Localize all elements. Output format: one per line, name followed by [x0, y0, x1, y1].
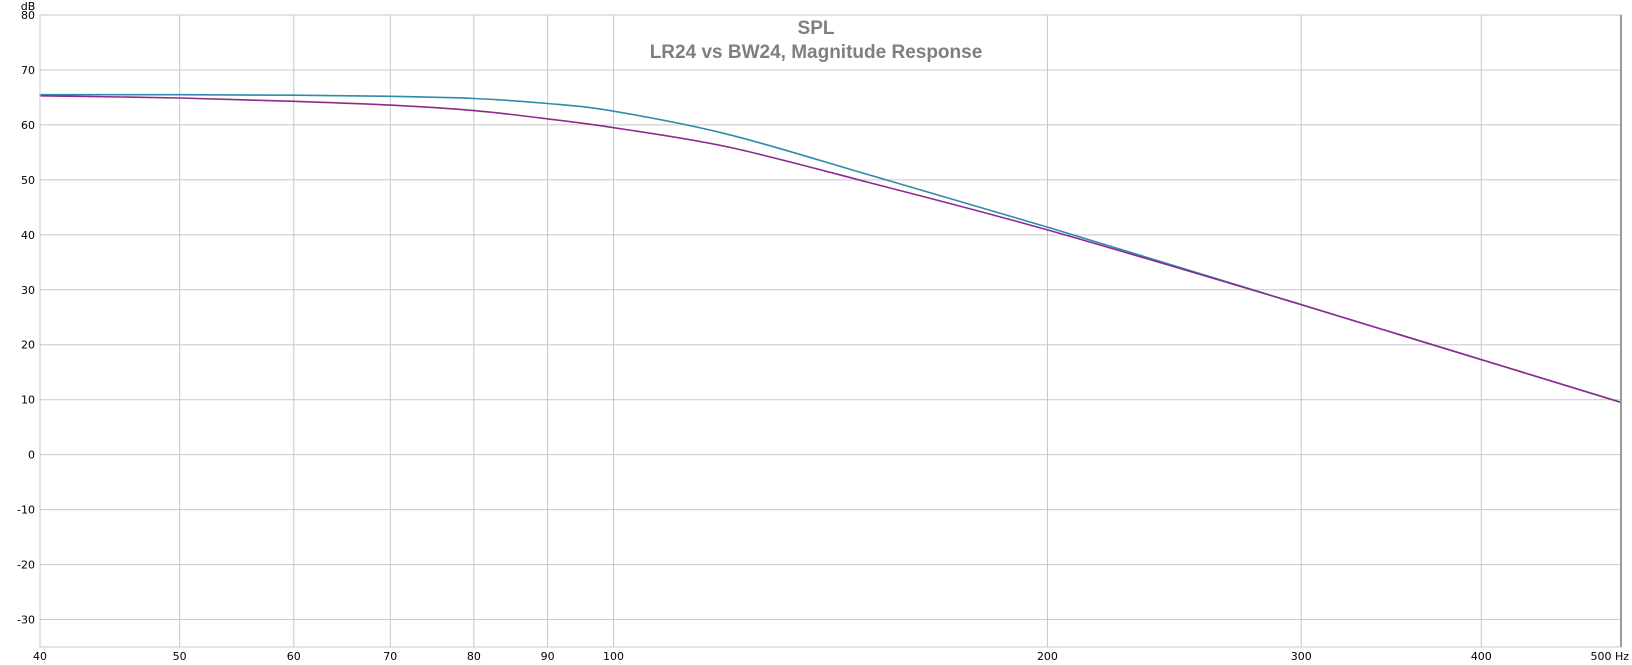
- y-tick-label: -20: [17, 559, 35, 572]
- x-tick-label: 90: [541, 650, 555, 663]
- x-tick-label: 500 Hz: [1590, 650, 1629, 663]
- y-tick-label: 70: [21, 64, 35, 77]
- x-tick-label: 80: [467, 650, 481, 663]
- x-tick-label: 60: [287, 650, 301, 663]
- y-tick-label: -30: [17, 614, 35, 627]
- y-tick-label: 20: [21, 339, 35, 352]
- series-line-2: [39, 95, 1622, 404]
- x-axis-ticks: 40 50 60 70 80 90 100 200 300 400 500 Hz: [33, 650, 1629, 663]
- y-axis-unit: dB: [21, 0, 36, 13]
- y-tick-label: 30: [21, 284, 35, 297]
- y-tick-label: 50: [21, 174, 35, 187]
- y-tick-label: 0: [28, 449, 35, 462]
- x-tick-label: 70: [383, 650, 397, 663]
- chart-title: SPL: [798, 18, 835, 39]
- chart-subtitle: LR24 vs BW24, Magnitude Response: [650, 42, 983, 63]
- y-tick-label: -10: [17, 504, 35, 517]
- plot-frame: [39, 14, 1622, 648]
- series-layer: [39, 93, 1622, 404]
- x-tick-label: 100: [603, 650, 624, 663]
- y-tick-label: 80: [21, 9, 35, 22]
- y-tick-label: 60: [21, 119, 35, 132]
- x-tick-label: 300: [1291, 650, 1312, 663]
- x-tick-label: 50: [173, 650, 187, 663]
- x-tick-label: 40: [33, 650, 47, 663]
- grid-lines: [40, 15, 1621, 647]
- y-tick-label: 10: [21, 394, 35, 407]
- y-axis-ticks: 80 70 60 50 40 30 20 10 0 -10 -20 -30: [17, 9, 35, 627]
- series-line-1: [39, 93, 1622, 404]
- x-tick-label: 400: [1471, 650, 1492, 663]
- x-tick-label: 200: [1037, 650, 1058, 663]
- y-tick-label: 40: [21, 229, 35, 242]
